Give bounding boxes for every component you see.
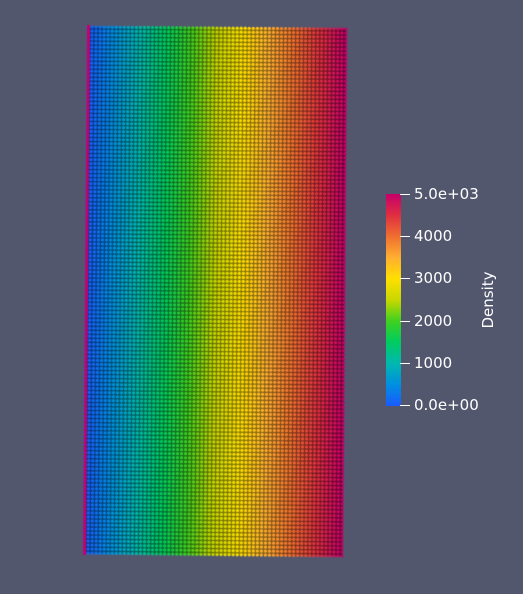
colorbar-tick-mark: [400, 321, 410, 322]
colorbar-tick-mark: [400, 194, 410, 195]
colorbar-tick-label: 1000: [414, 354, 453, 372]
colorbar-tick-label: 3000: [414, 269, 453, 287]
colorbar-tick-label: 5.0e+03: [414, 185, 479, 203]
colorbar-tick-label: 4000: [414, 227, 453, 245]
colorbar-tick-mark: [400, 236, 410, 237]
colorbar-gradient: [386, 194, 401, 406]
colorbar-tick-mark: [400, 278, 410, 279]
colorbar-tick-label: 0.0e+00: [414, 396, 479, 414]
colorbar-title: Density: [479, 271, 497, 329]
colorbar-tick-mark: [400, 363, 410, 364]
colorbar-tick-mark: [400, 405, 410, 406]
colorbar-tick-label: 2000: [414, 312, 453, 330]
